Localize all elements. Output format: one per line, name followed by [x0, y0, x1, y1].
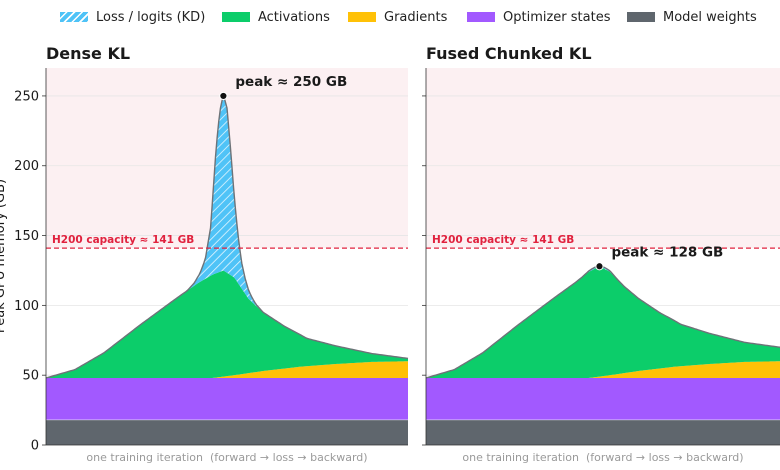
area-0-4	[46, 95, 408, 378]
capacity-label-1: H200 capacity ≈ 141 GB	[432, 234, 574, 246]
y-tick-label-0-3: 150	[14, 229, 39, 244]
capacity-label-0: H200 capacity ≈ 141 GB	[52, 234, 194, 246]
area-1-0	[426, 419, 780, 445]
legend-label-0: Loss / logits (KD)	[96, 9, 206, 25]
y-tick-label-0-1: 50	[22, 369, 39, 384]
area-0-0	[46, 419, 408, 445]
legend-item-1: Activations	[222, 6, 330, 28]
legend-swatch-2	[348, 12, 376, 22]
panel-title-dense: Dense KL	[46, 44, 131, 63]
peak-marker-1	[595, 262, 604, 271]
legend-item-0: Loss / logits (KD)	[60, 6, 205, 28]
overflow-zone-1	[426, 68, 780, 249]
y-tick-label-0-0: 0	[31, 439, 39, 454]
legend-item-4: Model weights	[627, 6, 757, 28]
legend-swatch-3	[467, 12, 495, 22]
y-tick-label-0-4: 200	[14, 159, 39, 174]
legend-item-3: Optimizer states	[467, 6, 610, 28]
legend-swatch-1	[222, 12, 250, 22]
legend-label-1: Activations	[258, 9, 330, 25]
peak-label-1: peak ≈ 128 GB	[611, 244, 723, 260]
y-tick-label-0-2: 100	[14, 299, 39, 314]
legend-swatch-0	[60, 12, 88, 22]
area-0-1	[46, 377, 408, 420]
legend-swatch-4	[627, 12, 655, 22]
x-axis-label-0: one training iteration (forward → loss →…	[86, 451, 367, 464]
legend-label-3: Optimizer states	[503, 9, 611, 25]
total-outline-0	[45, 93, 409, 379]
y-tick-label-0-5: 250	[14, 89, 39, 104]
chart-legend: Loss / logits (KD) Activations Gradients Op…	[0, 6, 780, 28]
area-1-3	[426, 266, 780, 378]
peak-marker-0	[219, 91, 228, 101]
area-0-3	[46, 270, 408, 378]
y-axis-label: Peak GPU memory (GB)	[0, 179, 8, 333]
x-axis-label-1: one training iteration (forward → loss →…	[462, 451, 743, 464]
peak-label-0: peak ≈ 250 GB	[235, 74, 347, 90]
legend-label-2: Gradients	[384, 9, 448, 25]
legend-item-2: Gradients	[348, 6, 447, 28]
panel-title-fused: Fused Chunked KL	[426, 44, 592, 63]
area-1-1	[426, 377, 780, 420]
legend-label-4: Model weights	[663, 9, 757, 25]
